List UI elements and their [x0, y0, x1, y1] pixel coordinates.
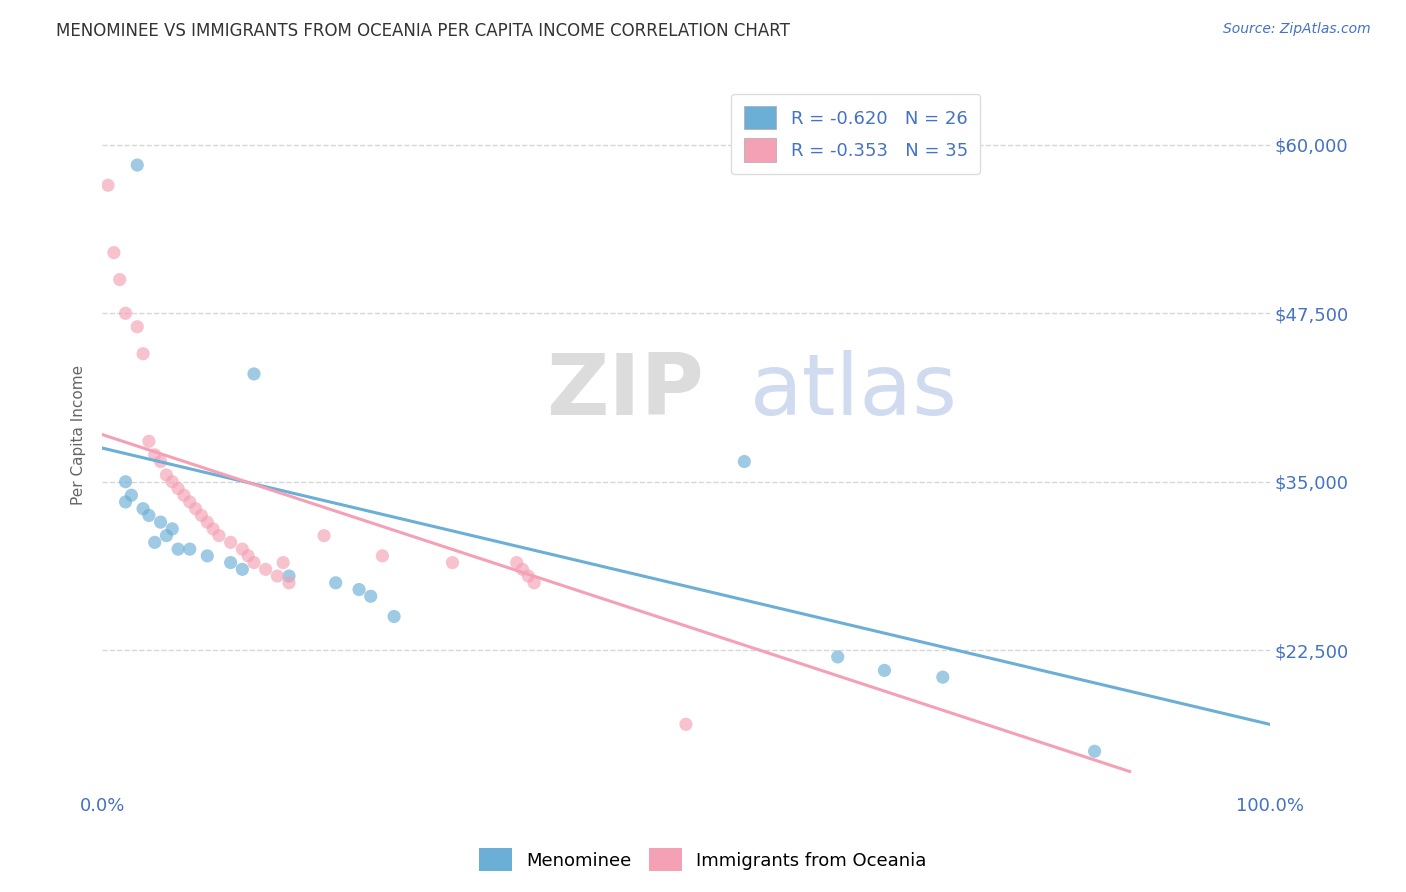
Point [138, 508, 160, 523]
Text: Source: ZipAtlas.com: Source: ZipAtlas.com [1223, 22, 1371, 37]
Point [243, 367, 266, 381]
Point [162, 522, 184, 536]
Point [219, 535, 242, 549]
Point [190, 508, 212, 523]
Point [231, 562, 253, 576]
Point [202, 522, 225, 536]
Point [441, 556, 464, 570]
Point [127, 158, 149, 172]
Point [1084, 744, 1107, 758]
Point [231, 542, 253, 557]
Y-axis label: Per Capita Income: Per Capita Income [72, 365, 86, 505]
Legend: R = -0.620   N = 26, R = -0.353   N = 35: R = -0.620 N = 26, R = -0.353 N = 35 [731, 94, 980, 174]
Point [873, 664, 896, 678]
Point [325, 575, 347, 590]
Point [167, 482, 190, 496]
Point [675, 717, 697, 731]
Point [120, 488, 142, 502]
Point [312, 528, 335, 542]
Point [179, 495, 201, 509]
Point [143, 535, 166, 549]
Text: ZIP: ZIP [546, 351, 703, 434]
Text: MENOMINEE VS IMMIGRANTS FROM OCEANIA PER CAPITA INCOME CORRELATION CHART: MENOMINEE VS IMMIGRANTS FROM OCEANIA PER… [56, 22, 790, 40]
Point [114, 475, 136, 489]
Point [155, 468, 177, 483]
Point [167, 542, 190, 557]
Legend: Menominee, Immigrants from Oceania: Menominee, Immigrants from Oceania [472, 841, 934, 879]
Point [271, 556, 294, 570]
Point [132, 347, 155, 361]
Point [278, 575, 301, 590]
Point [108, 272, 131, 286]
Point [103, 245, 125, 260]
Point [932, 670, 955, 684]
Point [149, 454, 172, 468]
Point [127, 319, 149, 334]
Point [138, 434, 160, 449]
Point [243, 556, 266, 570]
Point [155, 528, 177, 542]
Point [523, 575, 546, 590]
Point [179, 542, 201, 557]
Point [278, 569, 301, 583]
Point [254, 562, 277, 576]
Point [827, 649, 849, 664]
Point [382, 609, 405, 624]
Point [132, 501, 155, 516]
Point [360, 589, 382, 603]
Text: atlas: atlas [751, 351, 957, 434]
Point [162, 475, 184, 489]
Point [347, 582, 370, 597]
Point [512, 562, 534, 576]
Point [733, 454, 755, 468]
Point [195, 549, 218, 563]
Point [236, 549, 259, 563]
Point [371, 549, 394, 563]
Point [149, 515, 172, 529]
Point [173, 488, 195, 502]
Point [505, 556, 527, 570]
Point [219, 556, 242, 570]
Point [517, 569, 540, 583]
Point [97, 178, 120, 193]
Point [208, 528, 231, 542]
Point [143, 448, 166, 462]
Point [114, 495, 136, 509]
Point [266, 569, 288, 583]
Point [184, 501, 207, 516]
Point [195, 515, 218, 529]
Point [114, 306, 136, 320]
